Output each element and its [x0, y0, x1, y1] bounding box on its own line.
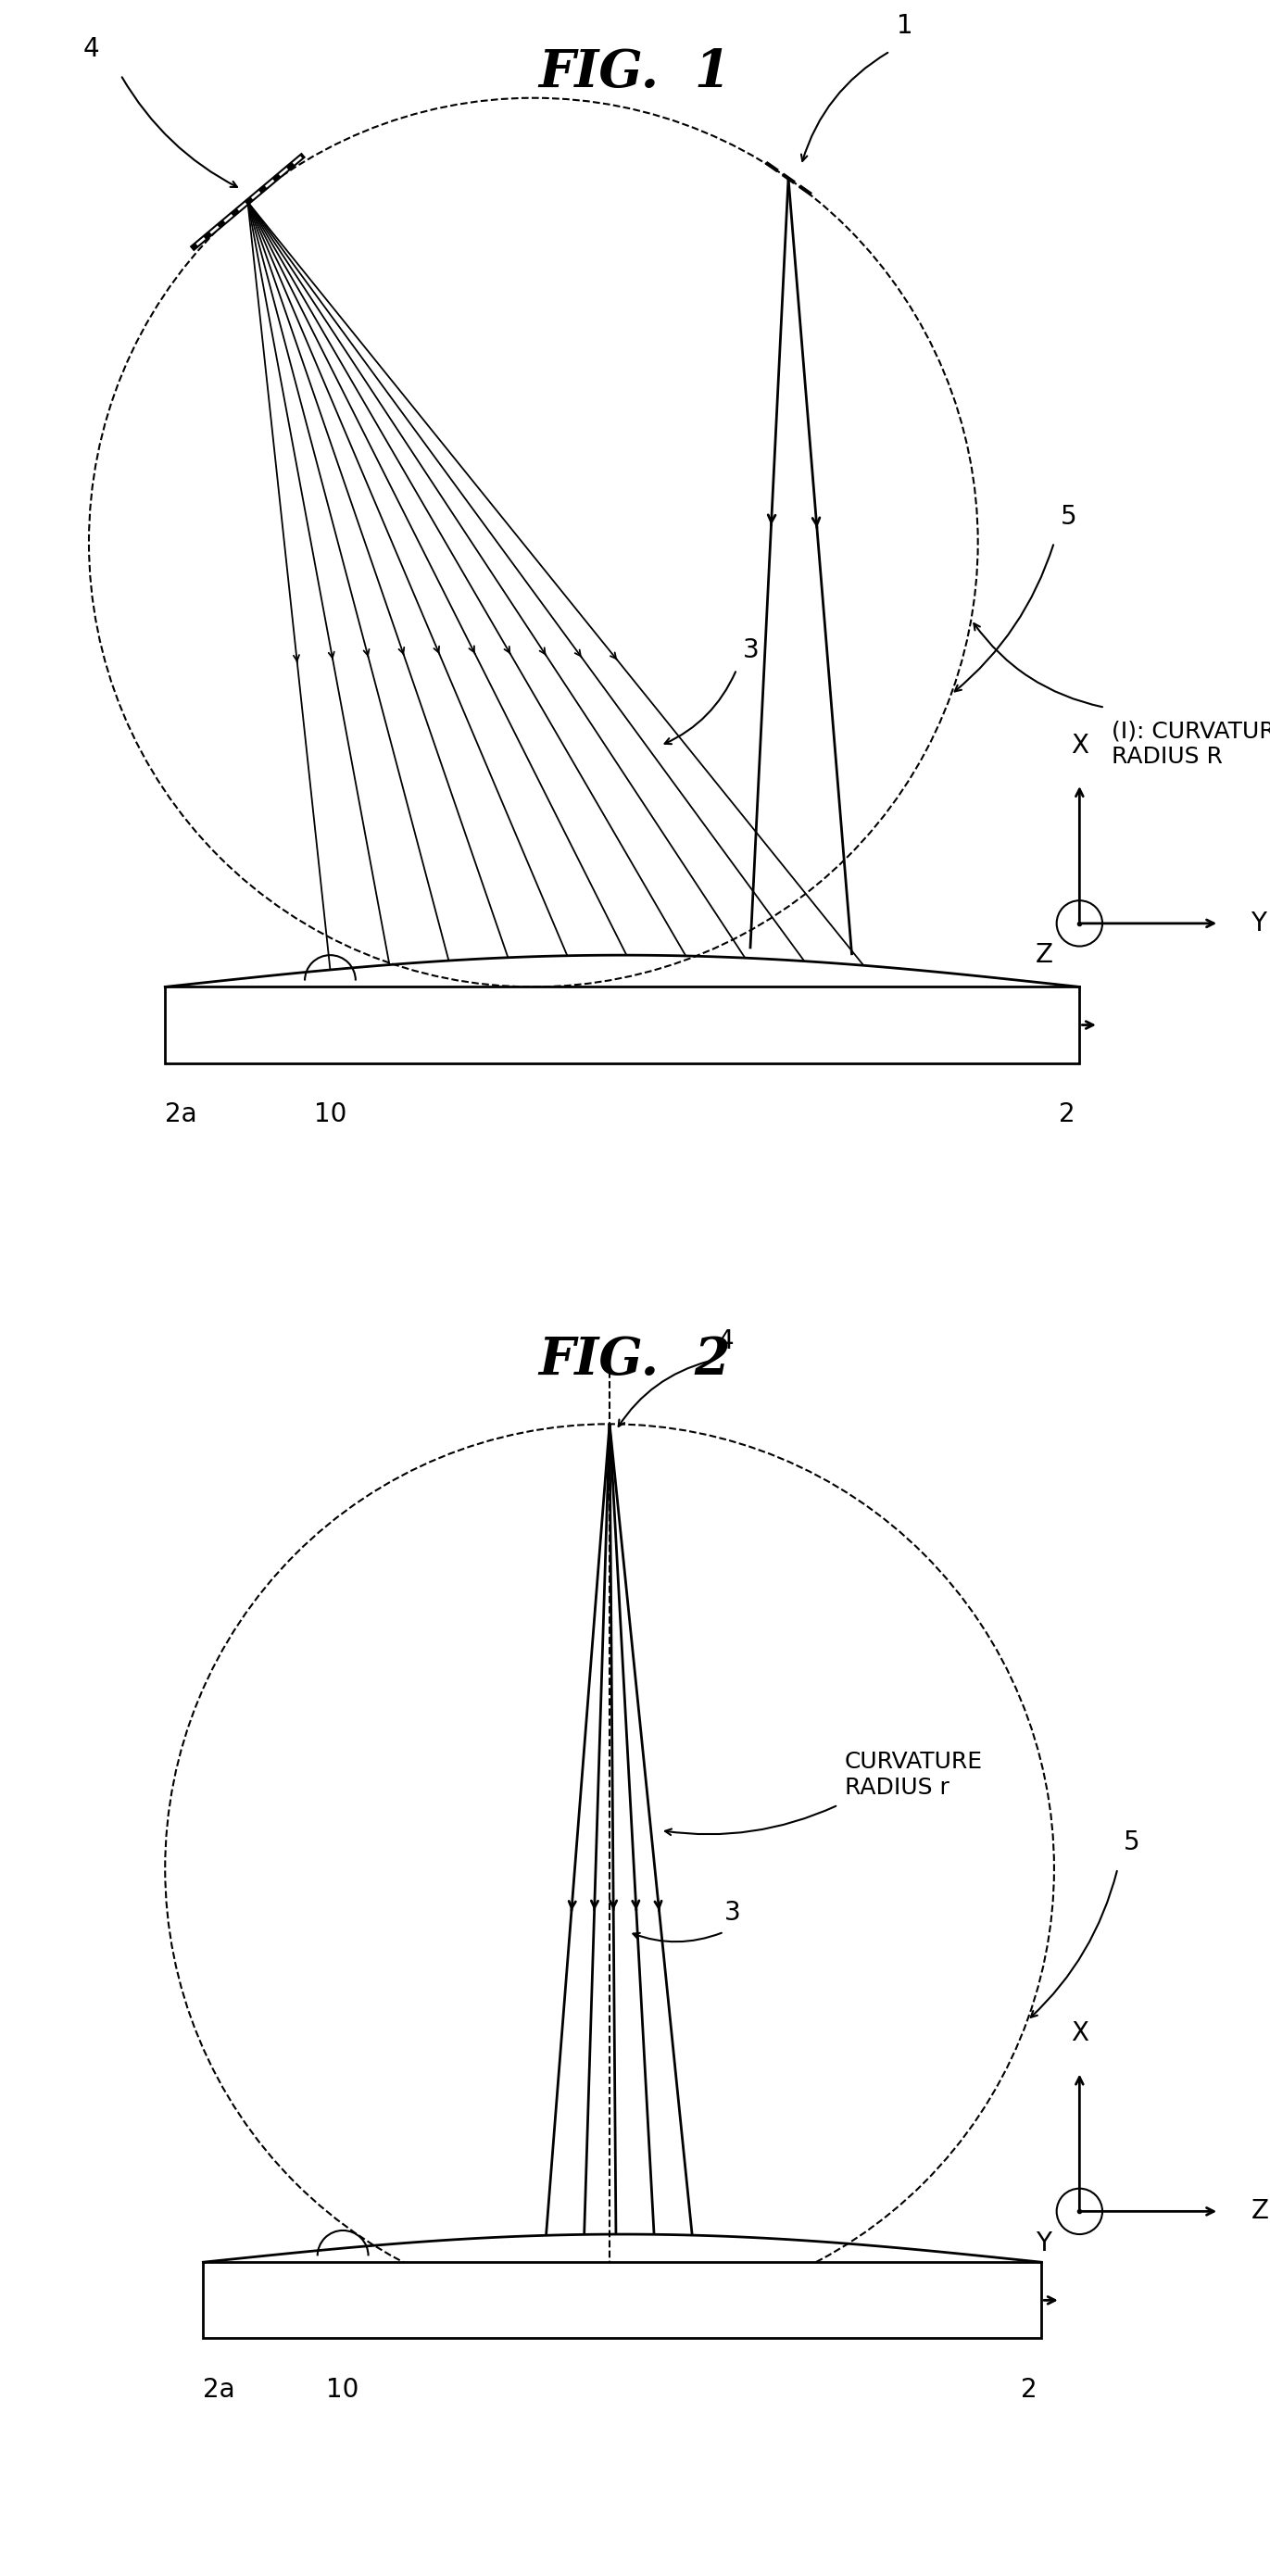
- Text: X: X: [1071, 2020, 1088, 2045]
- Text: Y: Y: [1036, 2231, 1052, 2257]
- Text: CURVATURE
RADIUS r: CURVATURE RADIUS r: [845, 1752, 983, 1798]
- Bar: [203, 2262, 1041, 2339]
- Text: X: X: [1071, 732, 1088, 757]
- Text: 5: 5: [1060, 505, 1077, 531]
- Text: 1: 1: [897, 13, 913, 39]
- Text: 2a: 2a: [165, 1100, 197, 1128]
- Text: Z: Z: [1035, 943, 1053, 969]
- Text: 2a: 2a: [203, 2378, 235, 2403]
- Text: 10: 10: [326, 2378, 359, 2403]
- Bar: [165, 987, 1079, 1064]
- Text: 5: 5: [1124, 1829, 1140, 1855]
- Text: 4: 4: [83, 36, 99, 62]
- Text: FIG.  2: FIG. 2: [538, 1334, 732, 1386]
- Text: Z: Z: [1251, 2197, 1269, 2223]
- Text: 2: 2: [1059, 1100, 1074, 1128]
- Text: 2: 2: [1021, 2378, 1036, 2403]
- Text: FIG.  1: FIG. 1: [538, 46, 732, 98]
- Text: 4: 4: [718, 1329, 734, 1355]
- Text: 3: 3: [724, 1899, 740, 1927]
- Text: Y: Y: [1251, 909, 1266, 935]
- Text: (I): CURVATURE
RADIUS R: (I): CURVATURE RADIUS R: [1111, 721, 1270, 768]
- Text: 10: 10: [314, 1100, 347, 1128]
- Text: 3: 3: [743, 636, 759, 662]
